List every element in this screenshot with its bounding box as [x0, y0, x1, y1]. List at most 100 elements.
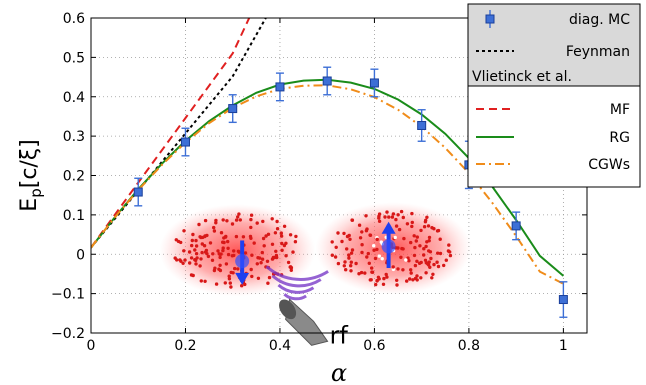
series-line-mf	[91, 18, 251, 249]
atom-cloud-right-atom	[448, 253, 453, 258]
atom-cloud-right-atom	[427, 260, 431, 264]
atom-cloud-right-atom	[391, 267, 396, 272]
atom-cloud-right-atom	[360, 250, 364, 255]
atom-cloud-right-atom	[424, 244, 428, 249]
atom-cloud-left-atom	[226, 252, 231, 257]
atom-cloud-right-atom	[415, 278, 419, 282]
atom-cloud-right-atom	[424, 218, 428, 222]
atom-cloud-left-atom	[280, 248, 284, 252]
atom-cloud-right-atom	[344, 268, 348, 272]
data-point-1	[180, 127, 190, 157]
atom-cloud-left-atom	[181, 261, 185, 265]
atom-cloud-left-atom	[199, 279, 203, 283]
marker-8	[511, 221, 521, 231]
atom-cloud-right-atom	[436, 251, 440, 255]
atom-cloud-left-atom	[221, 246, 225, 250]
atom-cloud-left-atom	[291, 250, 295, 254]
atom-cloud-left-atom	[174, 238, 178, 242]
atom-cloud-left-atom	[234, 234, 239, 239]
legend-marker	[485, 14, 495, 24]
atom-cloud-right-atom	[348, 237, 352, 241]
atom-cloud-right-atom	[394, 224, 399, 228]
atom-cloud-right-atom	[349, 269, 353, 273]
atom-cloud-right-atom	[342, 264, 346, 268]
atom-cloud-right-atom	[444, 258, 448, 262]
y-axis-label-unit: [c/ξ]	[17, 139, 42, 188]
atom-cloud-left-atom	[194, 262, 198, 266]
atom-cloud-right-atom	[409, 268, 413, 272]
legend-entry-5: CGWs	[476, 157, 630, 173]
atom-cloud-left-atom	[212, 229, 217, 233]
atom-cloud-left-atom	[293, 240, 298, 244]
atom-cloud-left-atom	[214, 282, 219, 286]
atom-cloud-left-atom	[249, 267, 253, 272]
marker-5	[369, 78, 379, 88]
legend-entry-0: diag. MC	[485, 10, 630, 28]
atom-cloud-left-atom	[279, 234, 284, 238]
atom-cloud-left-atom	[214, 218, 218, 223]
atom-cloud-right-atom	[377, 219, 382, 223]
atom-cloud-left-atom	[198, 235, 202, 239]
atom-cloud-left-atom	[284, 241, 288, 245]
atom-cloud-right-atom	[383, 215, 387, 219]
atom-cloud-left-atom	[223, 281, 227, 285]
atom-cloud-right-atom	[364, 214, 368, 218]
atom-cloud-right-atom	[385, 275, 389, 279]
marker-0	[133, 187, 143, 197]
legend-box-top	[467, 3, 641, 87]
atom-cloud-right-atom	[372, 244, 376, 248]
atom-cloud-right-atom	[404, 258, 408, 262]
atom-cloud-right-atom	[377, 254, 381, 258]
ticks: 0 0.2 0.4 0.6 0.8 1 −0.2 −0.1 0 0.1 0.2 0.3 0.4 0.5 0.…	[51, 11, 587, 354]
atom-cloud-left-atom	[289, 268, 293, 272]
x-axis-label: α	[331, 359, 347, 385]
atom-cloud-right-atom	[350, 218, 355, 222]
atom-cloud-right-atom	[349, 264, 353, 268]
atom-cloud-right-atom	[430, 226, 434, 230]
atom-cloud-right-atom	[360, 230, 364, 234]
atom-cloud-left-atom	[252, 241, 256, 245]
legend-entry-3: MF	[476, 102, 630, 118]
atom-cloud-left-atom	[199, 257, 203, 261]
y-tick-label-6: 0.4	[63, 90, 85, 106]
atom-cloud-left-atom	[212, 268, 217, 273]
atom-cloud-right-atom	[399, 255, 403, 259]
y-tick-label-8: 0.6	[63, 11, 85, 27]
atom-cloud-right-atom	[340, 239, 344, 244]
atom-cloud-left-atom	[261, 236, 266, 241]
data-point-3	[275, 72, 285, 102]
atom-cloud-left-atom	[227, 274, 231, 278]
spin-down-arrow-blob	[235, 254, 250, 269]
atom-cloud-left-atom	[200, 250, 204, 255]
svg-text:Ep[c/ξ]: Ep[c/ξ]	[17, 139, 45, 211]
atom-cloud-right-atom	[415, 259, 419, 263]
atom-cloud-left-atom	[183, 258, 187, 262]
atom-cloud-left-atom	[203, 250, 208, 254]
spin-up-arrow	[381, 221, 396, 269]
rf-wave-2	[271, 274, 322, 288]
atom-cloud-right-atom	[435, 260, 439, 264]
legend: diag. MC Feynman Vlietinck et al. MF RG CGWs	[467, 3, 641, 188]
y-tick-label-5: 0.3	[63, 129, 85, 145]
atom-cloud-right-atom	[384, 272, 388, 277]
atom-cloud-right-atom	[382, 276, 386, 281]
x-tick-label-2: 0.4	[269, 338, 291, 354]
marker-1	[180, 137, 190, 147]
rf-wave-0	[283, 293, 307, 301]
atom-cloud-left-atom	[219, 231, 224, 235]
atom-cloud-left-atom	[221, 240, 225, 244]
atom-cloud-right-atom	[432, 262, 436, 267]
atom-cloud-right-atom	[425, 215, 429, 219]
atom-cloud-right-atom	[345, 247, 349, 251]
atom-cloud-left-atom	[270, 217, 274, 221]
atom-cloud-left-atom	[194, 238, 198, 243]
legend-label-4: RG	[609, 130, 630, 146]
atom-cloud-left-atom	[288, 265, 293, 269]
atom-cloud-left-atom	[274, 253, 279, 258]
atom-cloud-right-atom	[377, 214, 381, 218]
atom-cloud-left-atom	[226, 246, 230, 250]
atom-cloud-right-atom	[347, 253, 351, 257]
atom-cloud-right-atom	[393, 235, 397, 240]
spin-down-arrow	[235, 240, 250, 285]
atom-cloud-left-atom	[236, 215, 240, 219]
